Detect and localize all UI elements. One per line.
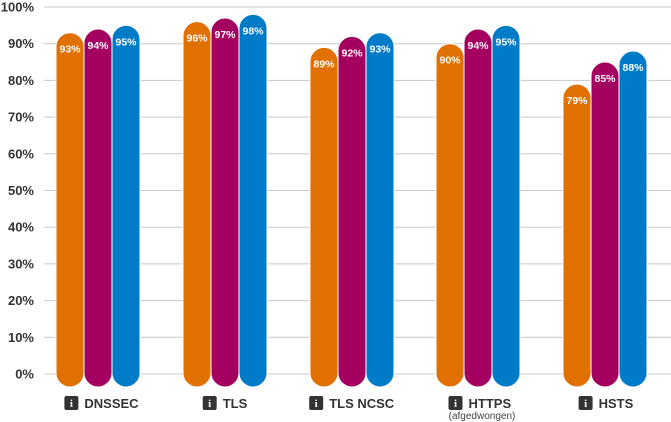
y-tick-label: 20%	[8, 293, 34, 308]
bar-https-s1	[435, 43, 465, 388]
bar-tls-ncsc-s2	[337, 35, 367, 388]
data-label: 96%	[186, 33, 208, 45]
y-tick-label: 50%	[8, 183, 34, 198]
data-label: 90%	[439, 55, 461, 67]
info-icon[interactable]: i	[578, 396, 593, 410]
data-label: 85%	[594, 73, 616, 85]
x-category-tls: i TLS	[202, 396, 248, 411]
y-tick-label: 0%	[15, 367, 34, 382]
svg-text:i: i	[454, 398, 457, 410]
x-category-dnssec: i DNSSEC	[64, 396, 139, 411]
bar-tls-ncsc-s1	[309, 46, 339, 388]
y-tick-label: 10%	[8, 330, 34, 345]
svg-text:i: i	[208, 398, 211, 410]
bar-hsts-s1	[562, 83, 592, 388]
x-category-tls-ncsc: i TLS NCSC	[309, 396, 395, 411]
data-label: 88%	[622, 62, 644, 74]
data-label: 89%	[313, 58, 335, 70]
bar-hsts-s2	[590, 61, 620, 388]
svg-text:i: i	[70, 398, 73, 410]
data-label: 94%	[467, 40, 489, 52]
data-label: 95%	[495, 36, 517, 48]
y-tick-label: 40%	[8, 220, 34, 235]
y-tick-label: 60%	[8, 146, 34, 161]
data-label: 95%	[115, 36, 137, 48]
bar-tls-ncsc-s3	[365, 32, 395, 388]
bars: 93% 94% 95% 96% 97% 98% 89% 92% 93% 90% 94% 95% 79% 8…	[55, 13, 648, 388]
svg-text:i: i	[584, 398, 587, 410]
bar-dnssec-s3	[111, 24, 141, 388]
x-category-https: i HTTPS(afgedwongen)	[448, 396, 516, 422]
data-label: 98%	[242, 25, 264, 37]
info-icon[interactable]: i	[309, 396, 324, 410]
data-label: 93%	[369, 44, 391, 56]
x-category-label: TLS NCSC	[329, 396, 395, 411]
x-category-label: TLS	[223, 396, 248, 411]
x-category-label: DNSSEC	[84, 396, 139, 411]
data-label: 94%	[87, 40, 109, 52]
data-label: 97%	[214, 29, 236, 41]
bar-dnssec-s1	[55, 32, 85, 388]
y-tick-label: 70%	[8, 110, 34, 125]
y-tick-label: 90%	[8, 36, 34, 51]
bar-https-s3	[491, 24, 521, 388]
x-category-label: HSTS	[599, 396, 634, 411]
bar-dnssec-s2	[83, 28, 113, 388]
x-axis: i DNSSEC i TLS i TLS NCSC i HTTPS(afgedwongen)i…	[64, 396, 634, 422]
y-tick-label: 80%	[8, 73, 34, 88]
bar-hsts-s3	[618, 50, 648, 388]
x-category-hsts: i HSTS	[578, 396, 634, 411]
svg-text:i: i	[315, 398, 318, 410]
info-icon[interactable]: i	[448, 396, 463, 410]
bar-tls-s1	[182, 21, 212, 388]
bar-tls-s2	[210, 17, 240, 388]
y-axis: 0% 10% 20% 30% 40% 50% 60% 70% 80% 90% 100%	[1, 0, 35, 382]
y-tick-label: 100%	[1, 0, 35, 15]
data-label: 92%	[341, 47, 363, 59]
info-icon[interactable]: i	[64, 396, 79, 410]
x-category-label: HTTPS	[469, 396, 512, 411]
bar-tls-s3	[238, 13, 268, 388]
bar-https-s2	[463, 28, 493, 388]
y-tick-label: 30%	[8, 256, 34, 271]
data-label: 79%	[566, 95, 588, 107]
info-icon[interactable]: i	[202, 396, 217, 410]
data-label: 93%	[59, 44, 81, 56]
x-category-sublabel: (afgedwongen)	[449, 411, 516, 422]
